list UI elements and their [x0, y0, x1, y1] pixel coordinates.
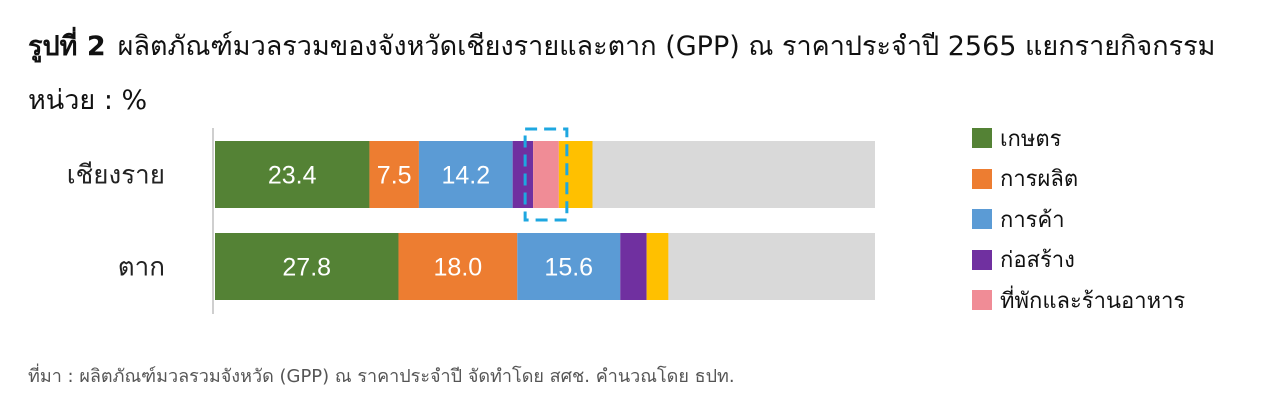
legend-item: การผลิต	[972, 159, 1185, 200]
bar-segment	[512, 141, 534, 208]
data-label: 27.8	[282, 254, 331, 282]
bar-segment	[620, 233, 647, 300]
bar-segment	[369, 141, 419, 208]
category-label: เชียงราย	[67, 161, 165, 191]
legend-item: ที่พักและร้านอาหาร	[972, 280, 1185, 321]
legend-swatch	[972, 249, 992, 270]
legend-swatch	[972, 128, 992, 149]
legend-item: ก่อสร้าง	[972, 240, 1185, 281]
legend-swatch	[972, 209, 992, 230]
bar-segment	[517, 233, 621, 300]
chart-legend: เกษตรการผลิตการค้าก่อสร้างที่พักและร้านอ…	[972, 118, 1185, 321]
legend-item: การค้า	[972, 199, 1185, 240]
legend-label: ก่อสร้าง	[1000, 248, 1075, 274]
data-label: 18.0	[434, 254, 483, 282]
legend-swatch	[972, 168, 992, 189]
bar-segment	[398, 233, 518, 300]
legend-label: การค้า	[1000, 207, 1065, 233]
data-label: 15.6	[544, 254, 593, 282]
data-label: 7.5	[377, 162, 412, 190]
chart-title-text: ผลิตภัณฑ์มวลรวมของจังหวัดเชียงรายและตาก …	[117, 31, 1216, 62]
bar-segment	[668, 233, 875, 300]
legend-label: เกษตร	[1000, 126, 1062, 152]
legend-item: เกษตร	[972, 118, 1185, 159]
category-label: ตาก	[118, 253, 165, 283]
data-label: 14.2	[441, 162, 490, 190]
data-label: 23.4	[268, 162, 317, 190]
highlight-box	[523, 127, 569, 222]
source-note: ที่มา : ผลิตภัณฑ์มวลรวมจังหวัด (GPP) ณ ร…	[28, 366, 735, 387]
legend-swatch	[972, 290, 992, 311]
stacked-bar-chart: เชียงราย 23.4 7.5 14.2 ตาก 27.8 18.0 15.6	[67, 127, 875, 314]
bar-segment	[592, 141, 875, 208]
bar-segment	[215, 233, 399, 300]
bar-segment	[533, 141, 559, 208]
bar-segment	[215, 141, 370, 208]
unit-label: หน่วย : %	[28, 85, 148, 116]
legend-label: การผลิต	[1000, 167, 1079, 193]
bar-segment	[418, 141, 513, 208]
bar-segment	[646, 233, 669, 300]
chart-title: รูปที่ 2 ผลิตภัณฑ์มวลรวมของจังหวัดเชียงรา…	[28, 24, 1215, 67]
figure-label: รูปที่ 2	[28, 31, 106, 62]
bar-segment	[558, 141, 593, 208]
legend-label: ที่พักและร้านอาหาร	[1000, 288, 1186, 314]
